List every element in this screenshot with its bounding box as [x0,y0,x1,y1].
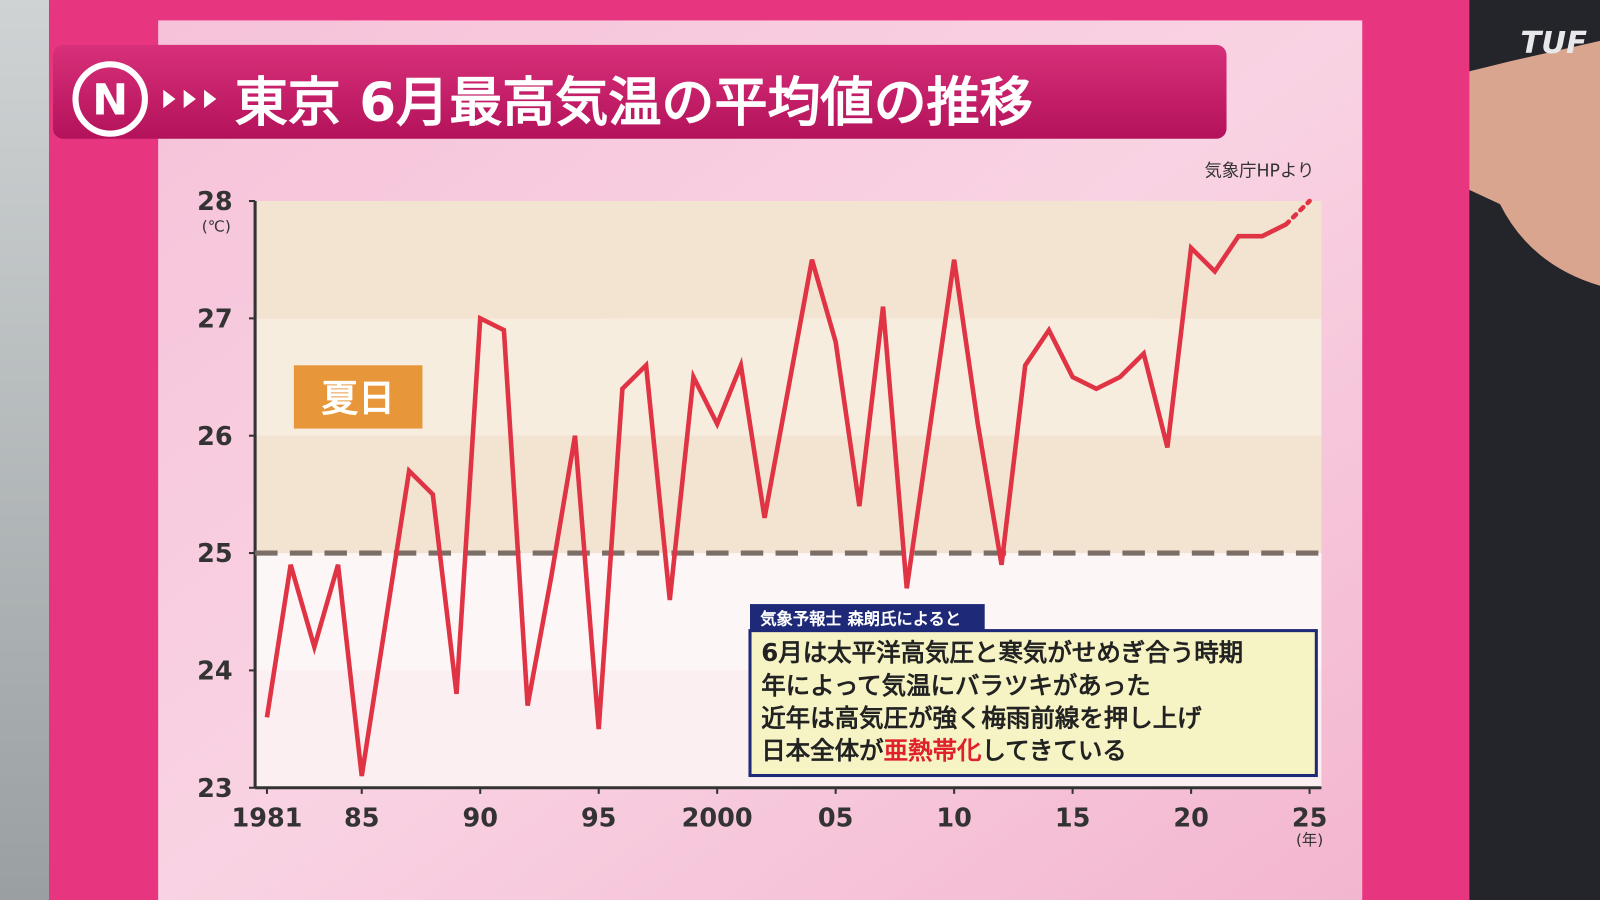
y-tick-label: 27 [197,305,233,335]
logo-circle [72,61,148,137]
y-tick-label: 24 [197,657,233,687]
source-note: 気象庁HPより [1205,162,1315,182]
x-tick-label: 90 [462,804,498,834]
y-tick-label: 28 [197,187,233,217]
callout-text: 日本全体が [761,736,884,765]
band [255,201,1322,319]
callout-header-box [750,604,985,631]
y-tick-label: 23 [197,774,233,804]
title-bar [53,44,1227,139]
x-tick-label: 05 [818,804,854,834]
callout-line: 6月は太平洋高気圧と寒気がせめぎ合う時期 [761,638,1243,667]
band [255,435,1322,554]
x-tick-label: 10 [936,804,971,834]
x-tick-label: 2000 [682,804,753,834]
data-line-projection [1283,198,1312,227]
callout-header: 気象予報士 森朗氏によると [760,609,961,628]
x-tick-label: 1981 [231,804,302,834]
callout-box [748,629,1318,778]
band-label: 夏日 [321,377,394,420]
title-arrows [163,89,217,109]
x-tick-label: 15 [1055,804,1091,834]
x-tick-label: 95 [581,804,617,834]
callout-highlight: 亜熱帯化 [884,736,982,765]
callout-line: 近年は高気圧が強く梅雨前線を押し上げ [761,704,1202,733]
callout-line: 年によって気温にバラツキがあった [761,671,1151,700]
y-unit: (℃) [202,218,231,236]
band-label-box [293,365,423,429]
callout-line: 日本全体が亜熱帯化してきている [761,736,1127,765]
x-tick-label: 85 [344,804,380,834]
logo-letter: N [92,75,128,125]
channel-logo: TUF [1520,26,1587,61]
data-line [264,222,1287,777]
y-tick-label: 25 [197,539,233,569]
x-tick-label: 20 [1173,804,1209,834]
chart-title: 東京 6月最高気温の平均値の推移 [235,71,1033,133]
callout-text: してきている [981,736,1126,765]
x-tick-label: 25 [1292,804,1328,834]
x-unit: (年) [1296,831,1323,849]
y-tick-label: 26 [197,422,233,452]
